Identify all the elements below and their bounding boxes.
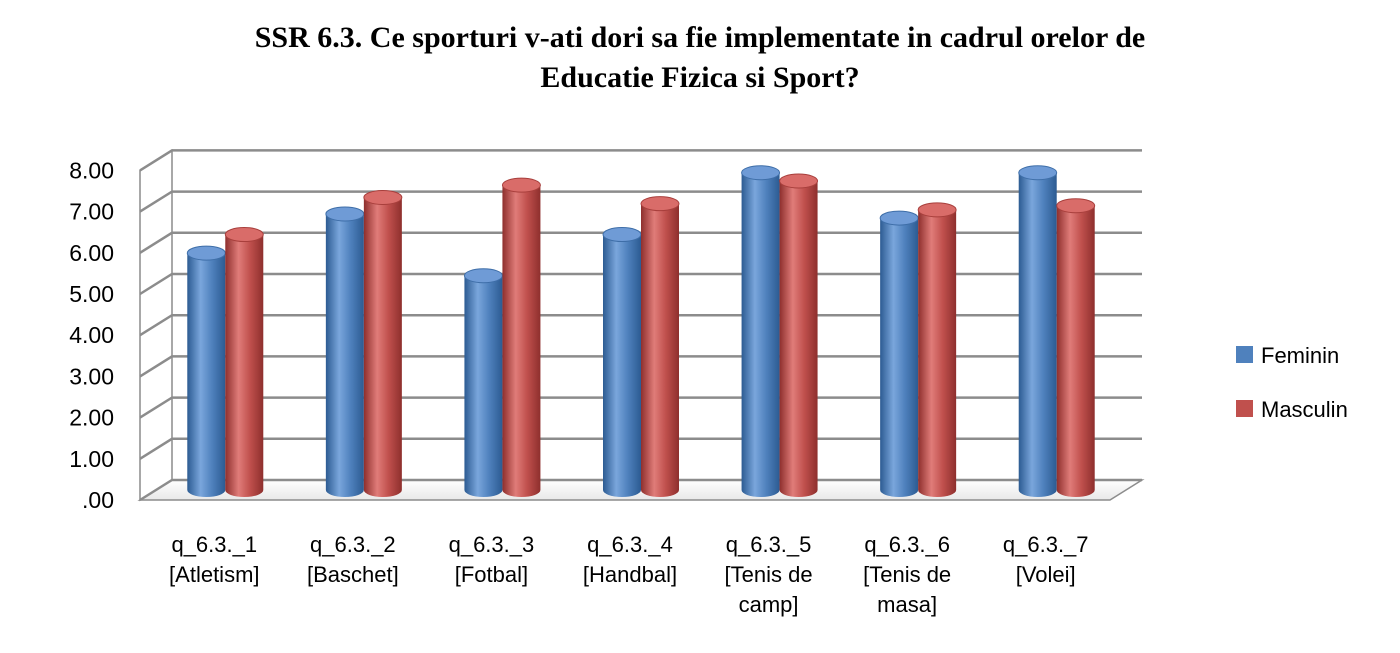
- bar-feminin: [186, 245, 226, 497]
- y-tick-label: 5.00: [69, 281, 114, 307]
- y-tick-label: 1.00: [69, 446, 114, 472]
- y-tick-label: 7.00: [69, 199, 114, 225]
- bar-masculin: [779, 173, 819, 497]
- bar-feminin: [1018, 165, 1058, 497]
- legend-swatch-masculin: [1236, 400, 1253, 417]
- x-tick-label: q_6.3._1 [Atletism]: [169, 532, 259, 587]
- y-tick-label: 3.00: [69, 363, 114, 389]
- x-tick-label: q_6.3._5 [Tenis de camp]: [725, 532, 813, 617]
- bar-masculin: [640, 196, 680, 497]
- y-tick-label: 6.00: [69, 240, 114, 266]
- chart-title: SSR 6.3. Ce sporturi v-ati dori sa fie i…: [0, 18, 1400, 98]
- gridline: [139, 355, 1142, 378]
- bar-masculin: [363, 189, 403, 498]
- bar-feminin: [463, 268, 503, 497]
- bar-feminin: [741, 165, 781, 497]
- x-tick-label: q_6.3._2 [Baschet]: [307, 532, 399, 587]
- legend-label-masculin: Masculin: [1261, 397, 1348, 422]
- bar-masculin: [917, 202, 957, 497]
- y-tick-label: 8.00: [69, 157, 114, 183]
- y-tick-label: 4.00: [69, 322, 114, 348]
- bar-masculin: [1056, 198, 1096, 497]
- y-tick-label: 2.00: [69, 405, 114, 431]
- x-tick-label: q_6.3._6 [Tenis de masa]: [863, 532, 951, 617]
- gridline: [139, 396, 1142, 419]
- bar-masculin: [224, 227, 264, 497]
- bar-masculin: [501, 177, 541, 498]
- gridline: [139, 190, 1142, 213]
- y-tick-label: .00: [82, 487, 114, 513]
- x-tick-label: q_6.3._3 [Fotbal]: [449, 532, 535, 587]
- gridline: [139, 149, 1142, 172]
- x-axis-labels: q_6.3._1 [Atletism] q_6.3._2 [Baschet] q_6.3…: [169, 532, 1088, 617]
- chart-title-line-1: SSR 6.3. Ce sporturi v-ati dori sa fie i…: [254, 21, 1146, 54]
- chart-title-line-2: Educatie Fizica si Sport?: [540, 61, 860, 94]
- bars: [186, 165, 1096, 498]
- bar-feminin: [325, 206, 365, 497]
- legend-swatch-feminin: [1236, 346, 1253, 363]
- gridline: [139, 437, 1142, 460]
- x-tick-label: q_6.3._4 [Handbal]: [583, 532, 677, 587]
- gridlines: [139, 149, 1142, 502]
- legend-label-feminin: Feminin: [1261, 343, 1339, 368]
- legend: Feminin Masculin: [1236, 343, 1348, 422]
- x-tick-label: q_6.3._7 [Volei]: [1003, 532, 1089, 587]
- bar-feminin: [879, 210, 919, 497]
- gridline: [139, 231, 1142, 254]
- gridline: [139, 272, 1142, 296]
- gridline: [139, 313, 1142, 337]
- gridline: [139, 478, 1142, 502]
- bar-feminin: [602, 227, 642, 497]
